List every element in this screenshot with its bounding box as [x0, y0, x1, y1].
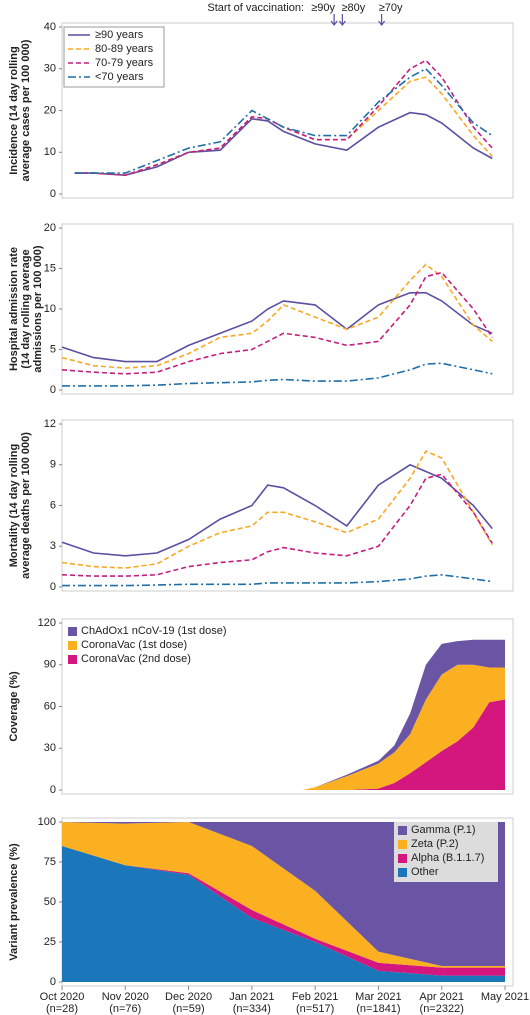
y-axis-label: average deaths per 100 000) — [20, 432, 32, 579]
y-tick-label: 20 — [44, 104, 56, 116]
y-axis-label: average cases per 100 000) — [20, 39, 32, 181]
legend-label: Zeta (P.2) — [411, 838, 459, 850]
series-line — [61, 463, 493, 557]
x-tick-label: Oct 2020 — [40, 991, 85, 1003]
legend-swatch — [68, 655, 77, 664]
y-axis-label: admissions per 100 000) — [32, 245, 44, 373]
legend-swatch — [68, 627, 77, 636]
series-line — [61, 450, 493, 569]
legend-swatch — [398, 868, 407, 877]
x-tick-count: (n=76) — [109, 1003, 141, 1015]
legend-label: Other — [411, 866, 439, 878]
x-tick-label: Apr 2021 — [419, 991, 464, 1003]
x-tick-label: Nov 2020 — [102, 991, 149, 1003]
series-area — [302, 699, 505, 790]
y-tick-label: 20 — [44, 222, 56, 234]
y-tick-label: 0 — [50, 188, 56, 200]
y-tick-label: 12 — [44, 418, 56, 430]
legend-swatch — [68, 641, 77, 650]
y-tick-label: 75 — [44, 856, 56, 868]
y-tick-label: 9 — [50, 459, 56, 471]
x-tick-count: (n=59) — [173, 1003, 205, 1015]
annotation-arrow — [378, 14, 386, 26]
series-line — [61, 292, 493, 363]
y-tick-label: 6 — [50, 499, 56, 511]
annotation: Start of vaccination: — [207, 2, 304, 14]
x-tick-count: (n=28) — [46, 1003, 78, 1015]
y-tick-label: 3 — [50, 540, 56, 552]
y-tick-label: 0 — [50, 976, 56, 988]
x-tick-count: (n=334) — [233, 1003, 271, 1015]
plot-frame — [61, 419, 514, 592]
y-tick-label: 50 — [44, 896, 56, 908]
series-area — [62, 822, 505, 968]
y-tick-label: 60 — [44, 700, 56, 712]
series-line — [74, 67, 493, 174]
legend-label: Alpha (B.1.1.7) — [411, 852, 484, 864]
series-area — [302, 639, 505, 790]
y-axis-label: Incidence (14 day rolling — [8, 46, 20, 174]
y-tick-label: 10 — [44, 146, 56, 158]
y-axis-label: Coverage (%) — [8, 671, 20, 742]
legend-label: ChAdOx1 nCoV-19 (1st dose) — [81, 625, 227, 637]
y-tick-label: 40 — [44, 21, 56, 33]
series-line — [62, 362, 493, 387]
y-axis-label: Mortality (14 day rolling — [8, 444, 20, 567]
legend-swatch — [398, 854, 407, 863]
y-axis-label: Variant prevalence (%) — [8, 843, 20, 961]
x-tick-count: (n=517) — [296, 1003, 334, 1015]
legend-label: CoronaVac (2nd dose) — [81, 653, 191, 665]
x-tick-label: Feb 2021 — [292, 991, 338, 1003]
y-tick-label: 0 — [50, 384, 56, 396]
x-tick-count: (n=2322) — [420, 1003, 464, 1015]
x-tick-label: Jan 2021 — [229, 991, 274, 1003]
annotation-marker-label: ≥70y — [379, 2, 403, 14]
annotation-arrow — [330, 14, 338, 26]
series-line — [61, 473, 493, 577]
x-tick-label: Dec 2020 — [165, 991, 212, 1003]
legend-box — [394, 822, 498, 882]
y-tick-label: 25 — [44, 936, 56, 948]
y-tick-label: 15 — [44, 262, 56, 274]
series-line — [61, 263, 493, 369]
series-line — [74, 111, 493, 177]
legend-label: Gamma (P.1) — [411, 824, 476, 836]
series-area — [62, 846, 505, 982]
x-tick-label: Mar 2021 — [355, 991, 401, 1003]
legend-label: <70 years — [95, 71, 144, 83]
y-tick-label: 0 — [50, 784, 56, 796]
x-tick-count: (n=1841) — [356, 1003, 400, 1015]
legend-swatch — [398, 826, 407, 835]
annotation-marker-label: ≥80y — [341, 2, 365, 14]
y-tick-label: 120 — [38, 617, 56, 629]
y-tick-label: 100 — [38, 816, 56, 828]
y-tick-label: 5 — [50, 343, 56, 355]
series-area — [302, 664, 505, 790]
series-line — [62, 573, 493, 587]
y-tick-label: 0 — [50, 581, 56, 593]
legend-label: 80-89 years — [95, 43, 154, 55]
x-tick-label: May 2021 — [481, 991, 529, 1003]
annotation-arrow — [338, 14, 346, 26]
legend-label: ≥90 years — [95, 29, 144, 41]
y-tick-label: 10 — [44, 303, 56, 315]
annotation-marker-label: ≥90y — [311, 2, 335, 14]
y-axis-label: Hospital admission rate — [8, 247, 20, 371]
legend-label: CoronaVac (1st dose) — [81, 639, 187, 651]
series-line — [74, 76, 493, 177]
y-axis-label: (14 day rolling average — [20, 249, 32, 368]
y-tick-label: 90 — [44, 659, 56, 671]
legend-label: 70-79 years — [95, 57, 154, 69]
legend-swatch — [398, 840, 407, 849]
y-tick-label: 30 — [44, 742, 56, 754]
legend-box — [64, 623, 164, 669]
series-line — [61, 271, 493, 375]
y-tick-label: 30 — [44, 63, 56, 75]
